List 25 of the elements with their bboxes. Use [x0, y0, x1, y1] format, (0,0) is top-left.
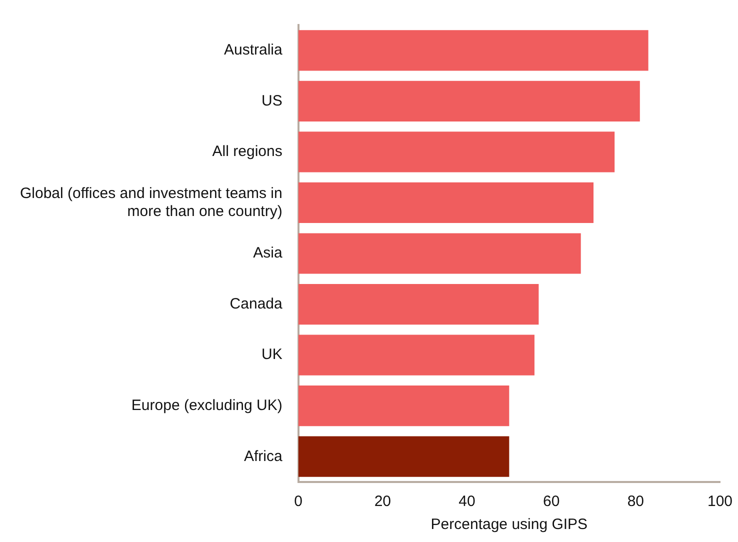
y-tick-label: Global (offices and investment teams in more than one country) [20, 184, 282, 220]
y-tick-label: Asia [253, 244, 284, 262]
bar [298, 182, 594, 224]
bar [298, 233, 581, 274]
bar [298, 30, 648, 71]
x-tick-label: 80 [627, 493, 644, 510]
y-tick-label: Australia [224, 42, 284, 59]
y-tick-label: US [262, 92, 282, 110]
x-tick-label: 60 [543, 493, 560, 510]
y-tick-label: Canada [230, 295, 284, 312]
bar [298, 334, 534, 376]
y-tick-label: Europe (excluding UK) [131, 396, 282, 414]
x-tick-label: 20 [374, 493, 392, 510]
x-tick-label: 0 [294, 493, 303, 510]
x-axis-title: Percentage using GIPS [430, 516, 588, 534]
y-tick-label: Africa [244, 448, 284, 465]
bar [298, 80, 640, 122]
bar [298, 386, 510, 426]
y-tick-label: UK [262, 346, 282, 364]
bar [298, 436, 510, 477]
x-tick-label: 40 [458, 493, 476, 510]
bar [298, 284, 539, 325]
y-tick-label: All regions [212, 143, 282, 160]
x-tick-label: 100 [707, 493, 733, 510]
bar [298, 132, 615, 172]
